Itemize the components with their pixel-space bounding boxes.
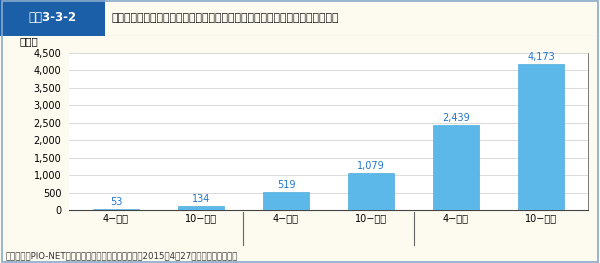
Bar bbox=[178, 206, 224, 210]
Bar bbox=[263, 192, 310, 210]
Bar bbox=[92, 209, 139, 210]
Text: 53: 53 bbox=[110, 197, 122, 207]
Text: 「遠隙操作によるインターネットプロバイダ変更トラブル」に関する相談件数: 「遠隙操作によるインターネットプロバイダ変更トラブル」に関する相談件数 bbox=[111, 13, 338, 23]
Text: 519: 519 bbox=[277, 180, 295, 190]
Text: 図袅3-3-2: 図袅3-3-2 bbox=[28, 11, 77, 24]
Text: 1,079: 1,079 bbox=[357, 161, 385, 171]
Text: 134: 134 bbox=[192, 194, 210, 204]
Bar bbox=[0, 0, 105, 36]
Bar bbox=[347, 173, 394, 210]
Text: 4,173: 4,173 bbox=[527, 52, 555, 62]
Text: 2,439: 2,439 bbox=[442, 113, 470, 123]
Bar bbox=[433, 125, 479, 210]
Bar bbox=[518, 64, 565, 210]
Text: （件）: （件） bbox=[20, 36, 38, 46]
Text: （備考）　PIO-NETに登録された消費生活相談情報（2015年4月27日までの登録分）。: （備考） PIO-NETに登録された消費生活相談情報（2015年4月27日までの… bbox=[6, 251, 238, 260]
